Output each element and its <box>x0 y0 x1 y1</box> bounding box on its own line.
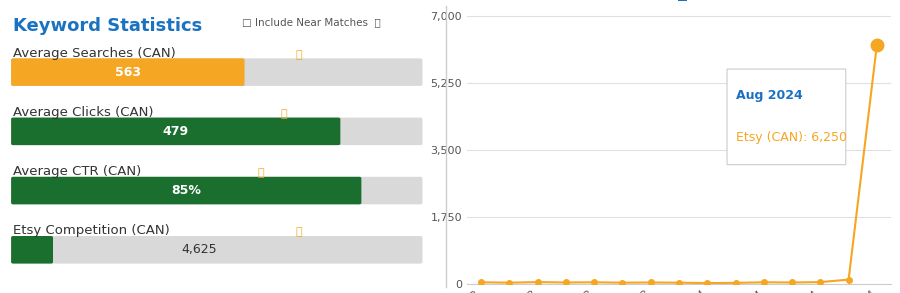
Text: Search Trend (CAN)  ⓘ: Search Trend (CAN) ⓘ <box>467 0 688 2</box>
FancyBboxPatch shape <box>11 236 53 264</box>
FancyBboxPatch shape <box>11 58 422 86</box>
Text: Average Searches (CAN): Average Searches (CAN) <box>14 47 176 60</box>
Text: Average Clicks (CAN): Average Clicks (CAN) <box>14 106 154 119</box>
Text: ⓘ: ⓘ <box>295 227 302 237</box>
Text: 563: 563 <box>115 66 140 79</box>
Text: Average CTR (CAN): Average CTR (CAN) <box>14 165 141 178</box>
Text: ⓘ: ⓘ <box>257 168 264 178</box>
Text: Etsy (CAN): 6,250: Etsy (CAN): 6,250 <box>735 131 847 144</box>
Text: ⓘ: ⓘ <box>281 109 287 119</box>
FancyBboxPatch shape <box>11 236 422 264</box>
Text: Aug 2024: Aug 2024 <box>735 89 802 102</box>
Text: 479: 479 <box>163 125 189 138</box>
FancyBboxPatch shape <box>11 117 422 145</box>
Text: Keyword Statistics: Keyword Statistics <box>14 17 203 35</box>
Text: Etsy Competition (CAN): Etsy Competition (CAN) <box>14 224 170 237</box>
Text: 85%: 85% <box>171 184 202 197</box>
Text: □ Include Near Matches  ⓘ: □ Include Near Matches ⓘ <box>242 17 381 27</box>
FancyBboxPatch shape <box>11 177 422 204</box>
FancyBboxPatch shape <box>11 58 245 86</box>
Text: ⓘ: ⓘ <box>295 50 302 60</box>
FancyBboxPatch shape <box>727 69 846 165</box>
Text: 4,625: 4,625 <box>182 243 217 256</box>
FancyBboxPatch shape <box>11 117 340 145</box>
FancyBboxPatch shape <box>11 177 362 204</box>
